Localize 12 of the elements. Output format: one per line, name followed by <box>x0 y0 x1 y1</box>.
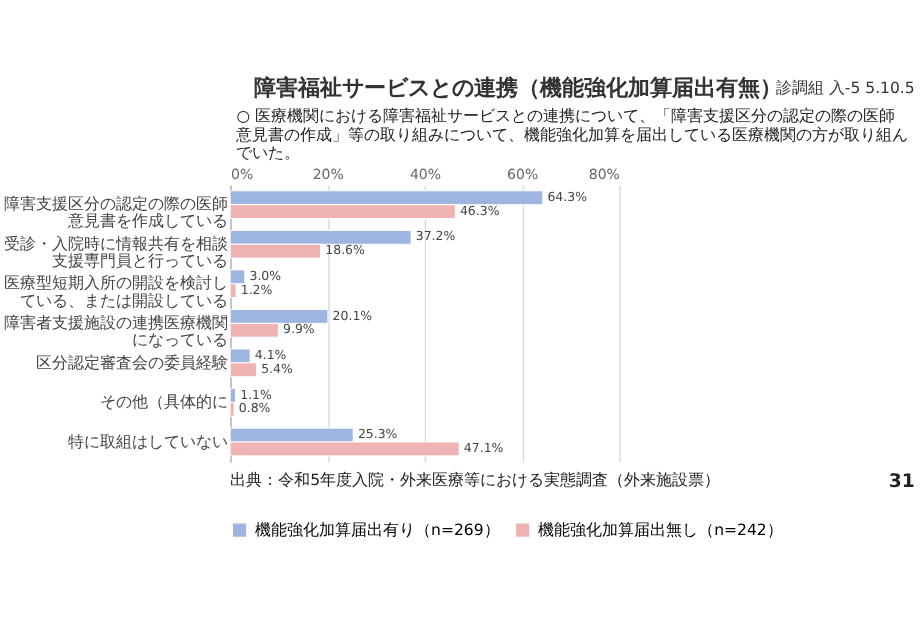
y-tick-label: 受診・入院時に情報共有を相談支援専門員と行っている <box>3 234 228 270</box>
legend-label: 機能強化加算届出無し（n=242） <box>538 520 783 539</box>
y-tick-label: 区分認定審査会の委員経験 <box>35 353 228 372</box>
y-tick-label: 医療型短期入所の開設を検討している、または開設している <box>3 274 228 310</box>
y-tick-label: 障害者支援施設の連携医療機関になっている <box>3 314 228 350</box>
text: 31 <box>888 470 915 493</box>
chart-subtitle: ○ 医療機関における障害福祉サービスとの連携について、「障害支援区分の認定の際の医師意見書の作成」等の取り組みについて、機能強化加算を届出している医療機関の方が取り組んでいた。 <box>234 107 909 163</box>
y-tick-label: 特に取組はしていない <box>67 432 228 451</box>
y-tick-label: その他（具体的に <box>99 393 228 412</box>
legend-label: 機能強化加算届出有り（n=269） <box>255 520 500 539</box>
y-tick-label: 障害支援区分の認定の際の医師意見書を作成している <box>3 195 228 231</box>
source-note: 出典：令和5年度入院・外来医療等における実態調査（外来施設票） <box>230 471 721 490</box>
